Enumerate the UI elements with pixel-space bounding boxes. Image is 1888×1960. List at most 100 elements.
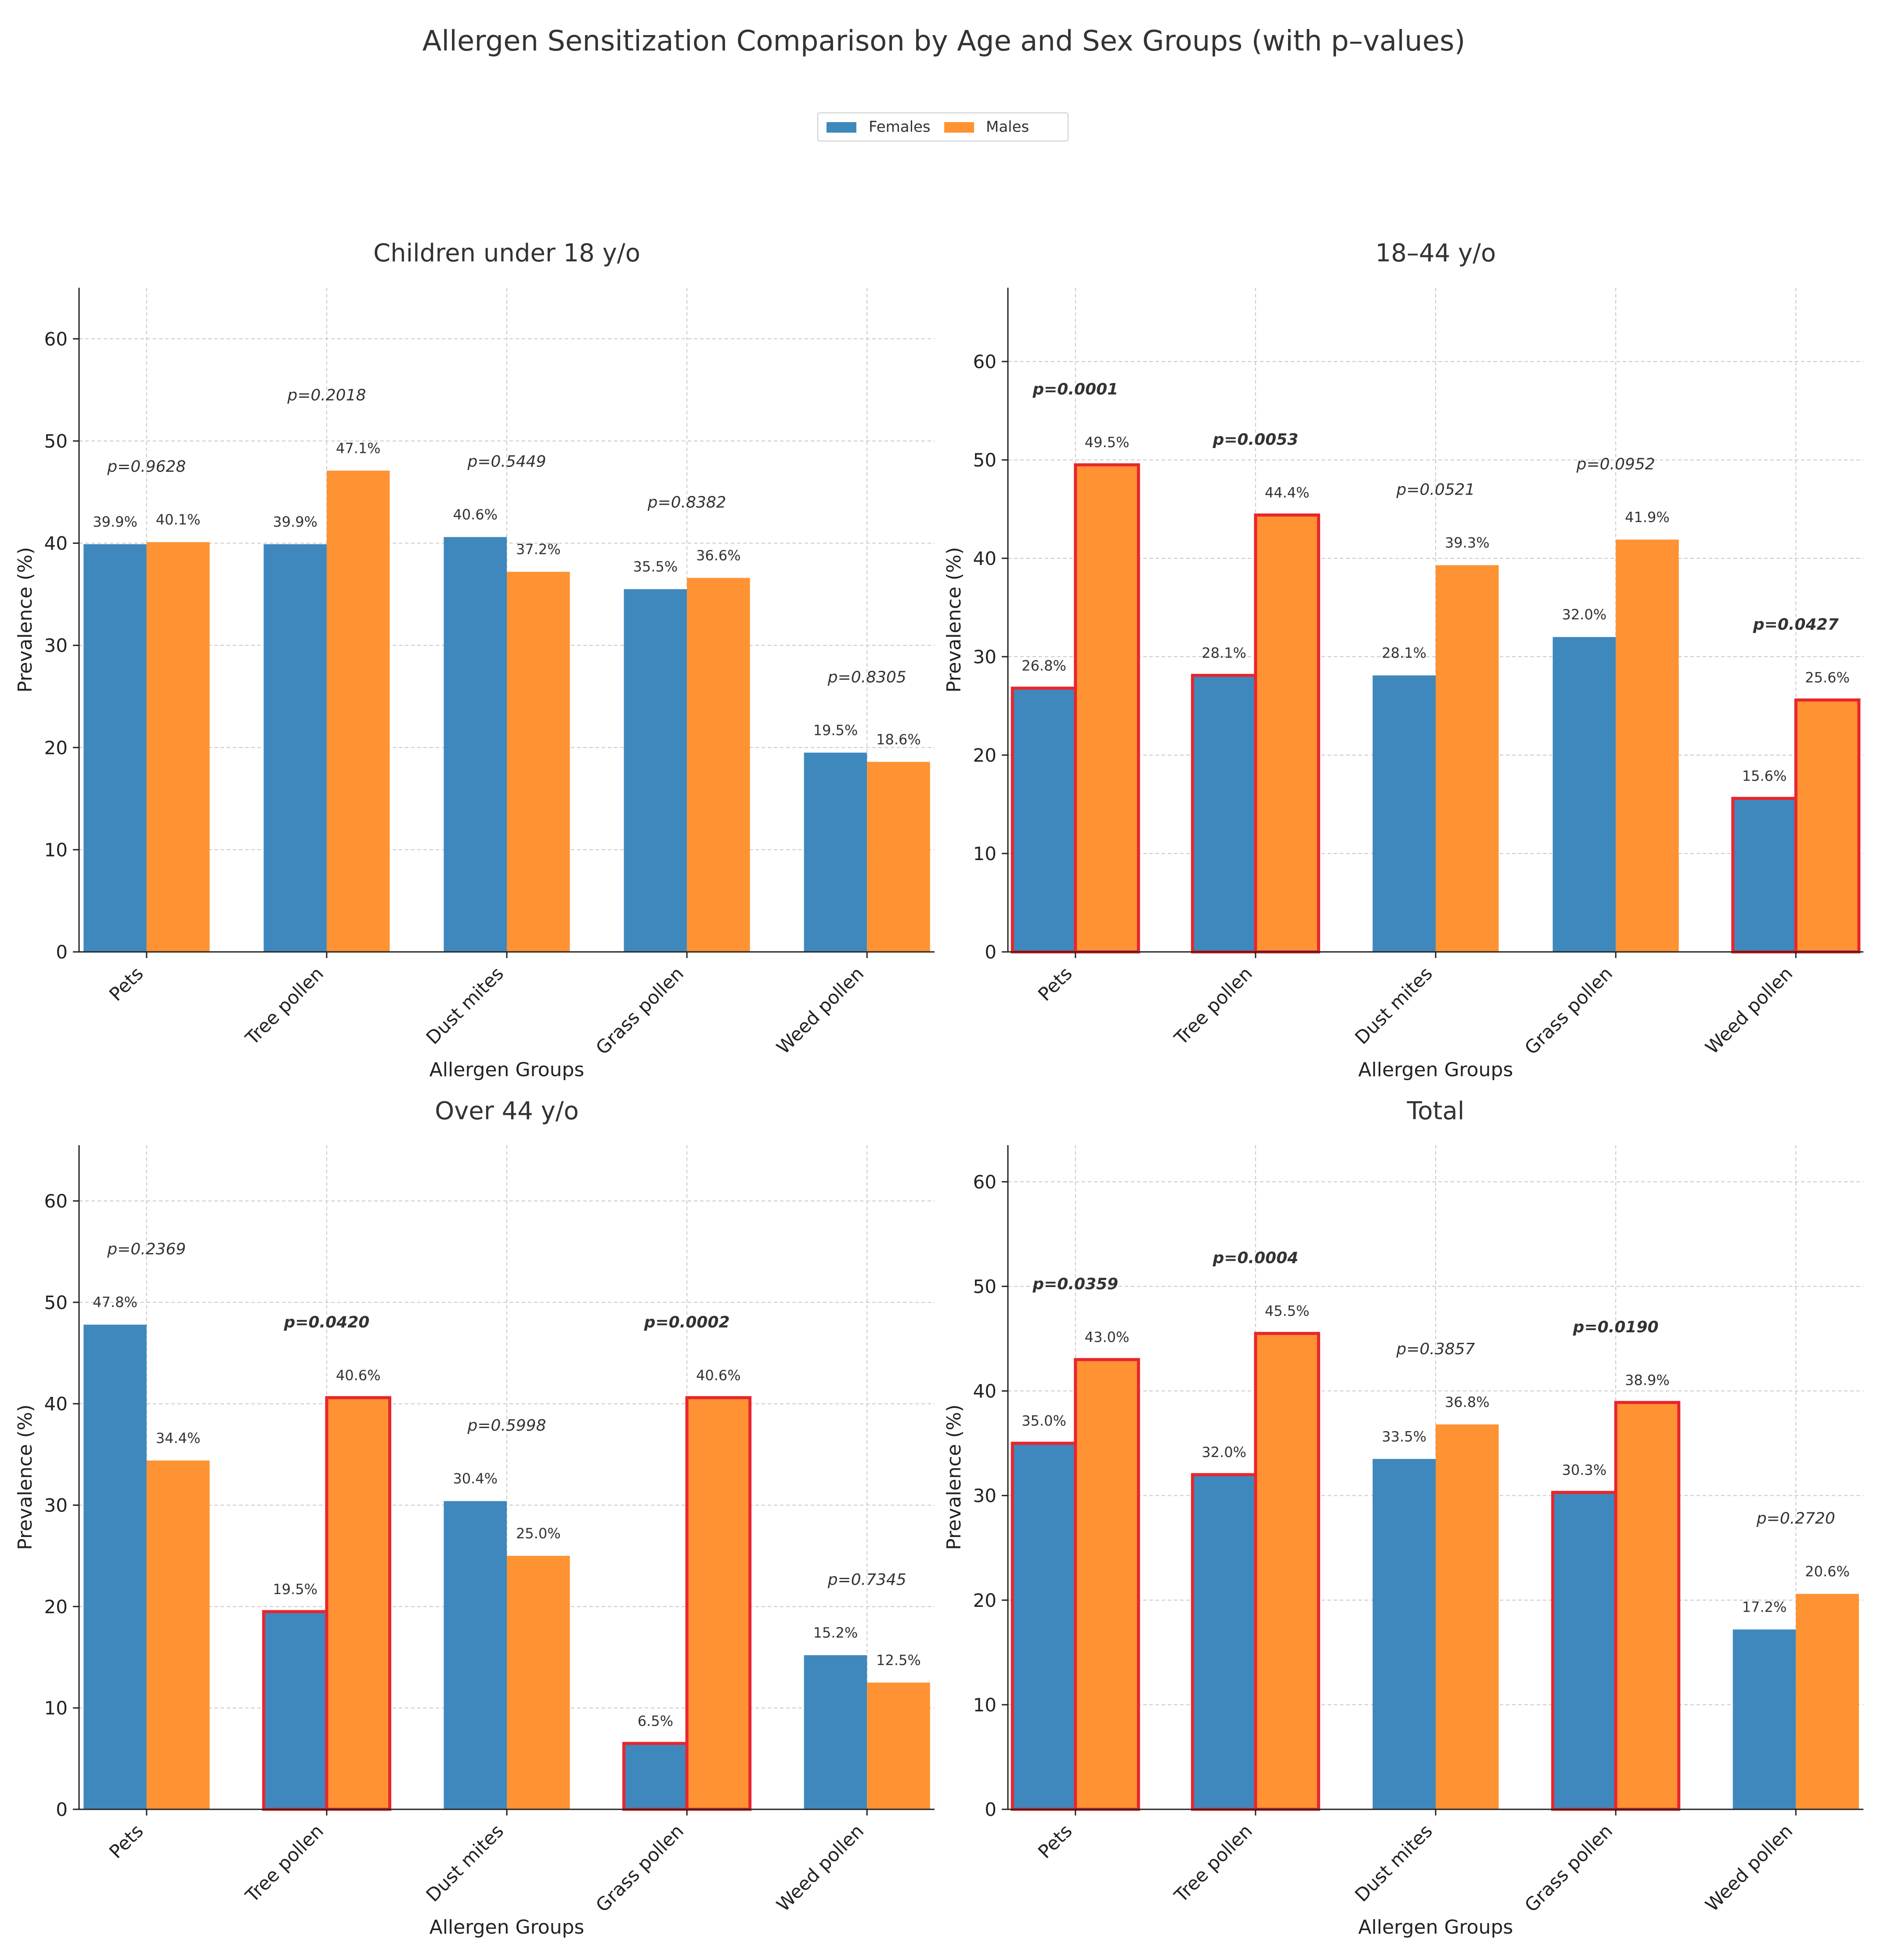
bar-females-grass-pollen xyxy=(622,1742,689,1811)
value-label: 28.1% xyxy=(1382,645,1426,662)
y-tick-label: 40 xyxy=(973,548,996,569)
x-tick-label: Weed pollen xyxy=(1701,1820,1797,1916)
bar-males-pets xyxy=(1074,463,1140,954)
bar-females-weed-pollen xyxy=(1731,797,1798,954)
x-tick-label: Weed pollen xyxy=(1701,962,1797,1058)
x-axis-label: Allergen Groups xyxy=(430,1059,585,1081)
p-value-label: p=0.8382 xyxy=(647,494,726,512)
legend-swatch-females xyxy=(827,122,856,133)
value-label: 36.6% xyxy=(696,547,741,564)
p-value-label: p=0.0190 xyxy=(1573,1318,1659,1336)
bar-females-grass-pollen xyxy=(624,589,687,952)
x-axis-label: Allergen Groups xyxy=(1358,1916,1513,1938)
bar-males-pets xyxy=(1074,1358,1140,1811)
x-tick-label: Grass pollen xyxy=(1520,1820,1617,1916)
y-tick-label: 40 xyxy=(973,1381,996,1402)
y-tick-label: 50 xyxy=(973,449,996,471)
y-tick-label: 10 xyxy=(973,1694,996,1716)
p-value-label: p=0.7345 xyxy=(827,1571,906,1589)
bar-females-tree-pollen xyxy=(1191,1473,1257,1811)
value-label: 12.5% xyxy=(876,1652,921,1668)
legend-label-females: Females xyxy=(869,118,931,136)
bar-females-pets xyxy=(1011,687,1077,954)
value-label: 32.0% xyxy=(1202,1444,1246,1461)
y-tick-label: 20 xyxy=(44,737,68,759)
x-tick-label: Tree pollen xyxy=(241,1820,328,1906)
p-value-label: p=0.2369 xyxy=(107,1240,186,1258)
bar-females-tree-pollen xyxy=(1191,674,1257,954)
p-value-label: p=0.9628 xyxy=(107,458,186,476)
p-value-label: p=0.0427 xyxy=(1753,616,1839,634)
p-value-label: p=0.8305 xyxy=(827,668,906,686)
x-axis-label: Allergen Groups xyxy=(430,1916,585,1938)
value-label: 49.5% xyxy=(1085,434,1130,451)
value-label: 17.2% xyxy=(1742,1598,1787,1615)
y-tick-label: 30 xyxy=(44,1494,68,1516)
y-tick-label: 60 xyxy=(973,1171,996,1193)
value-label: 18.6% xyxy=(876,731,921,748)
value-label: 39.3% xyxy=(1445,535,1490,551)
value-label: 25.6% xyxy=(1805,669,1850,686)
subplot-title: Total xyxy=(1407,1097,1465,1125)
p-value-label: p=0.0521 xyxy=(1396,481,1475,499)
legend-swatch-males xyxy=(944,122,974,133)
value-label: 20.6% xyxy=(1805,1563,1850,1580)
value-label: 40.6% xyxy=(696,1367,741,1384)
y-tick-label: 30 xyxy=(973,646,996,668)
bar-females-weed-pollen xyxy=(804,752,867,952)
value-label: 43.0% xyxy=(1085,1329,1130,1345)
y-tick-label: 40 xyxy=(44,533,68,554)
bar-females-pets xyxy=(1011,1442,1077,1811)
p-value-label: p=0.0359 xyxy=(1032,1275,1118,1293)
value-label: 44.4% xyxy=(1265,484,1310,501)
bar-females-tree-pollen xyxy=(262,1610,329,1811)
x-tick-label: Weed pollen xyxy=(773,962,868,1058)
x-tick-label: Pets xyxy=(1034,1820,1076,1862)
p-value-label: p=0.5449 xyxy=(467,453,546,471)
y-tick-label: 30 xyxy=(973,1485,996,1507)
subplot-title: 18–44 y/o xyxy=(1375,239,1496,268)
p-value-label: p=0.3857 xyxy=(1396,1340,1475,1358)
subplots: Children under 18 y/o 39.9% 39.9% 40.6% 35.5… xyxy=(14,239,1863,1938)
bar-males-grass-pollen xyxy=(1616,539,1679,952)
bar-females-pets xyxy=(83,544,147,952)
value-label: 30.4% xyxy=(453,1470,498,1487)
value-label: 19.5% xyxy=(813,722,858,738)
bar-males-dust-mites xyxy=(507,1555,570,1809)
x-tick-label: Dust mites xyxy=(1351,1820,1437,1906)
value-label: 19.5% xyxy=(273,1581,318,1598)
y-tick-label: 0 xyxy=(985,1799,996,1820)
y-tick-label: 10 xyxy=(44,839,68,861)
x-tick-label: Pets xyxy=(105,962,148,1005)
p-value-label: p=0.0053 xyxy=(1212,430,1298,448)
y-tick-label: 20 xyxy=(44,1596,68,1617)
x-tick-label: Pets xyxy=(105,1820,148,1862)
subplot-title: Over 44 y/o xyxy=(435,1097,579,1125)
bar-males-pets xyxy=(146,1460,210,1809)
value-label: 25.0% xyxy=(516,1525,561,1542)
x-tick-label: Tree pollen xyxy=(1170,1820,1256,1906)
y-axis-label: Prevalence (%) xyxy=(14,1404,36,1550)
value-label: 33.5% xyxy=(1382,1428,1426,1445)
bar-males-dust-mites xyxy=(507,571,570,952)
value-label: 38.9% xyxy=(1625,1372,1670,1389)
bar-females-grass-pollen xyxy=(1551,1491,1617,1811)
bar-males-weed-pollen xyxy=(867,1682,930,1809)
bar-males-tree-pollen xyxy=(1254,513,1320,954)
subplot-3: Over 44 y/o 47.8% 19.5% 30.4% 6.5% 15.2% 34.4%… xyxy=(14,1097,935,1938)
y-tick-label: 50 xyxy=(44,430,68,452)
value-label: 45.5% xyxy=(1265,1303,1310,1320)
y-tick-label: 60 xyxy=(973,351,996,372)
bar-females-grass-pollen xyxy=(1552,637,1616,952)
y-axis-label: Prevalence (%) xyxy=(943,547,965,693)
bar-females-dust-mites xyxy=(1372,675,1436,952)
y-tick-label: 10 xyxy=(44,1697,68,1719)
figure-title: Allergen Sensitization Comparison by Age… xyxy=(422,25,1466,58)
value-label: 30.3% xyxy=(1562,1462,1607,1479)
p-value-label: p=0.0001 xyxy=(1032,380,1118,398)
bar-females-dust-mites xyxy=(1372,1459,1436,1809)
y-tick-label: 10 xyxy=(973,843,996,864)
value-label: 35.5% xyxy=(633,558,678,575)
subplot-title: Children under 18 y/o xyxy=(373,239,640,268)
